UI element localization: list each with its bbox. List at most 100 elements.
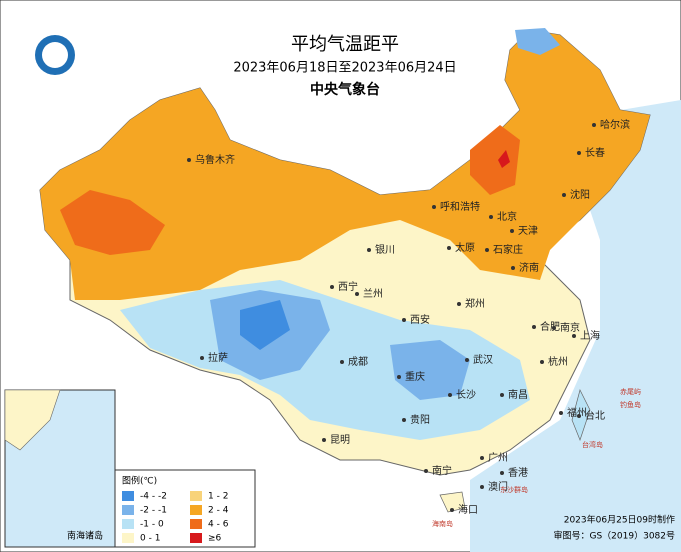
logo-inner xyxy=(42,42,68,68)
legend-title: 图例(℃) xyxy=(122,475,157,487)
city-label: 济南 xyxy=(519,261,539,274)
island-label: 台湾岛 xyxy=(582,440,603,449)
city-dot xyxy=(480,456,484,460)
subtitle: 2023年06月18日至2023年06月24日 xyxy=(233,61,456,76)
legend-swatch xyxy=(190,491,202,501)
legend-swatch xyxy=(190,519,202,529)
inset-land xyxy=(4,389,61,451)
city-label: 天津 xyxy=(518,225,538,237)
city-label: 长沙 xyxy=(456,389,476,401)
city-label: 昆明 xyxy=(330,434,350,446)
city-label: 兰州 xyxy=(363,287,383,300)
city-dot xyxy=(402,318,406,322)
city-dot xyxy=(367,248,371,252)
island-label: 钓鱼岛 xyxy=(620,400,641,409)
city-dot xyxy=(330,285,334,289)
city-dot xyxy=(424,469,428,473)
city-label: 香港 xyxy=(508,467,528,479)
city-label: 武汉 xyxy=(473,353,493,366)
legend-label: -4 - -2 xyxy=(140,492,167,502)
city-label: 哈尔滨 xyxy=(600,118,630,131)
hot-region xyxy=(60,190,165,255)
taiwan xyxy=(571,389,591,442)
city-label: 南宁 xyxy=(432,464,452,477)
city-dot xyxy=(510,229,514,233)
city-dot xyxy=(447,246,451,250)
city-label: 海口 xyxy=(458,503,478,516)
legend-swatch xyxy=(122,505,134,515)
legend-label: ≥6 xyxy=(208,534,222,544)
city-dot xyxy=(577,151,581,155)
city-label: 沈阳 xyxy=(570,188,590,201)
city-label: 长春 xyxy=(585,147,605,159)
island-label: 海南岛 xyxy=(432,519,453,528)
city-dot xyxy=(397,375,401,379)
city-dot xyxy=(448,393,452,397)
made-note: 2023年06月25日09时制作 xyxy=(564,514,675,526)
legend-label: 2 - 4 xyxy=(208,506,229,516)
city-label: 呼和浩特 xyxy=(440,201,480,213)
warm-region xyxy=(40,30,650,300)
city-dot xyxy=(540,360,544,364)
legend-label: 4 - 6 xyxy=(208,520,229,530)
sea xyxy=(470,100,681,552)
city-dot xyxy=(322,438,326,442)
city-label: 合肥 xyxy=(540,320,560,333)
inset-label: 南海诸岛 xyxy=(67,530,103,542)
city-dot xyxy=(572,334,576,338)
city-dot xyxy=(511,266,515,270)
city-label: 拉萨 xyxy=(208,351,228,364)
city-dot xyxy=(559,411,563,415)
island-label: 赤尾屿 xyxy=(620,387,641,396)
city-label: 西安 xyxy=(410,313,430,326)
city-label: 台北 xyxy=(585,409,605,422)
hot-region xyxy=(470,125,520,195)
city-dot xyxy=(592,123,596,127)
legend-label: -1 - 0 xyxy=(140,520,164,530)
city-label: 太原 xyxy=(455,241,475,254)
legend-swatch xyxy=(122,533,134,543)
city-label: 成都 xyxy=(348,356,368,368)
legend-swatch xyxy=(122,519,134,529)
city-label: 杭州 xyxy=(548,355,568,368)
city-dot xyxy=(500,471,504,475)
cooler-region xyxy=(515,28,560,55)
city-label: 澳门 xyxy=(488,480,508,493)
legend-box xyxy=(114,469,256,548)
city-dot xyxy=(187,158,191,162)
review-note: 审图号：GS（2019）3082号 xyxy=(554,530,676,542)
legend-swatch xyxy=(190,505,202,515)
city-dot xyxy=(355,292,359,296)
legend-swatch xyxy=(190,533,202,543)
city-dot xyxy=(457,302,461,306)
city-dot xyxy=(480,485,484,489)
city-dot xyxy=(500,393,504,397)
city-dot xyxy=(450,508,454,512)
agency: 中央气象台 xyxy=(310,81,380,98)
city-label: 福州 xyxy=(567,406,587,419)
cooler-region xyxy=(390,340,470,400)
city-label: 广州 xyxy=(488,452,508,464)
legend-label: -2 - -1 xyxy=(140,506,167,516)
legend-label: 1 - 2 xyxy=(208,492,228,502)
hottest-spot xyxy=(498,150,510,168)
city-label: 贵阳 xyxy=(410,413,430,426)
city-label: 南京 xyxy=(560,321,580,334)
city-label: 上海 xyxy=(580,329,600,342)
city-dot xyxy=(432,205,436,209)
hainan xyxy=(439,491,466,513)
legend-items: -4 - -2 1 - 2 -2 - -1 2 - 4 -1 - 0 4 - 6 0 - 1… xyxy=(122,491,229,544)
city-dot xyxy=(402,418,406,422)
city-dot xyxy=(465,358,469,362)
city-dot xyxy=(489,215,493,219)
city-label: 银川 xyxy=(375,243,395,256)
city-label: 郑州 xyxy=(465,297,485,310)
city-label: 重庆 xyxy=(405,370,425,383)
coldest-region xyxy=(240,300,290,350)
legend-swatch xyxy=(122,491,134,501)
city-label: 南昌 xyxy=(508,388,528,401)
city-label: 北京 xyxy=(497,210,517,223)
city-dot xyxy=(552,326,556,330)
city-dot xyxy=(577,414,581,418)
